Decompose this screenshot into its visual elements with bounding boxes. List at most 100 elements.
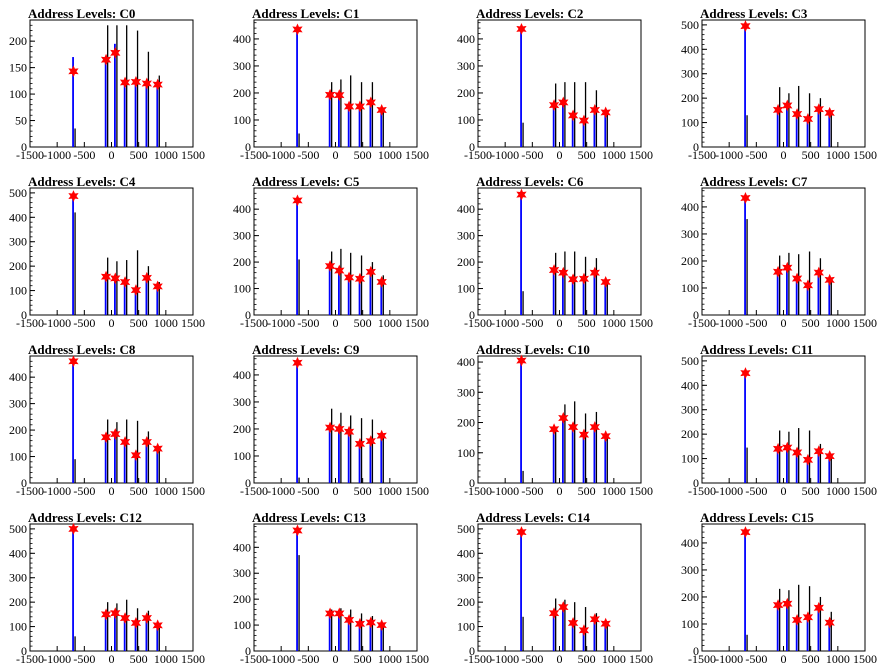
- x-tick-label: 1000: [154, 316, 178, 330]
- peak-marker: [578, 114, 590, 127]
- x-tick-label: -1000: [491, 148, 519, 162]
- y-tick-label: 0: [469, 308, 475, 322]
- peak-marker: [130, 75, 142, 88]
- peak-marker: [772, 103, 784, 116]
- y-tick-label: 400: [457, 32, 475, 46]
- y-tick-label: 50: [15, 114, 27, 128]
- chart-title: Address Levels: C3: [700, 6, 808, 21]
- x-tick-label: 0: [781, 484, 787, 498]
- peak-marker: [110, 272, 121, 285]
- peak-marker: [376, 429, 387, 442]
- y-tick-label: 0: [21, 308, 27, 322]
- x-tick-label: 500: [354, 484, 372, 498]
- peak-marker: [292, 23, 303, 36]
- plot-frame: [29, 355, 194, 484]
- peak-marker: [119, 276, 131, 288]
- x-tick-label: 0: [557, 652, 563, 666]
- plot-frame: [477, 19, 642, 148]
- chart-svg: 0 100 200 300 400 500 -1500 -1000 -500 0 500 1000 15…: [681, 18, 877, 162]
- chart-panel: 0 100 200 300 400 500 -1500 -1000 -500 0 500 1000 15…: [0, 504, 224, 672]
- x-tick-label: 0: [333, 484, 339, 498]
- chart-svg: 0 100 200 300 400 -1500 -1000 -500 0 500 1000 1500: [681, 187, 877, 330]
- peak-marker: [141, 271, 152, 284]
- y-tick-label: 100: [9, 620, 27, 634]
- peak-marker: [813, 266, 824, 279]
- y-tick-label: 500: [457, 522, 475, 536]
- chart-svg: 0 100 200 300 400 -1500 -1000 -500 0 500 1000 1500: [681, 523, 877, 666]
- y-tick-label: 300: [457, 59, 475, 73]
- x-tick-label: -1000: [715, 652, 743, 666]
- peak-marker: [130, 284, 142, 297]
- x-tick-label: 1500: [629, 148, 653, 162]
- y-tick-label: 400: [9, 546, 27, 560]
- x-tick-label: 1500: [853, 484, 877, 498]
- x-tick-label: 1500: [181, 484, 205, 498]
- y-tick-label: 100: [681, 116, 699, 130]
- y-tick-label: 200: [681, 427, 699, 441]
- y-tick-label: 0: [21, 140, 27, 154]
- y-tick-label: 500: [681, 354, 699, 368]
- peak-marker: [589, 104, 600, 116]
- peak-marker: [343, 100, 355, 113]
- x-tick-label: -500: [521, 484, 543, 498]
- peak-marker: [516, 526, 527, 539]
- peak-marker: [802, 279, 814, 292]
- y-tick-label: 0: [245, 644, 251, 658]
- peak-marker: [558, 601, 569, 613]
- chart-panel: 0 100 200 300 400 -1500 -1000 -500 0 500 1000 1500 A…: [224, 168, 448, 336]
- x-tick-label: -1500: [240, 316, 268, 330]
- y-tick-label: 0: [21, 644, 27, 658]
- chart-svg: 0 100 200 300 400 500 -1500 -1000 -500 0 500 1000 15…: [9, 522, 205, 666]
- chart-svg: 0 100 200 300 400 -1500 -1000 -500 0 500 1000 1500: [233, 19, 429, 162]
- peak-marker: [68, 190, 79, 203]
- x-tick-label: 0: [109, 316, 115, 330]
- chart-svg: 0 100 200 300 400 500 -1500 -1000 -500 0 500 1000 15…: [681, 354, 877, 498]
- chart-panel: 0 100 200 300 400 -1500 -1000 -500 0 500 1000 1500 A…: [448, 0, 672, 168]
- x-tick-label: 500: [802, 484, 820, 498]
- chart-svg: 0 50 100 150 200 -1500 -1000 -500 0 500 1000 1500: [9, 19, 205, 162]
- x-tick-label: -500: [73, 484, 95, 498]
- x-tick-label: 0: [333, 316, 339, 330]
- x-tick-label: -1500: [464, 148, 492, 162]
- peak-marker: [68, 522, 79, 535]
- y-tick-label: 100: [9, 450, 27, 464]
- x-tick-label: 0: [781, 316, 787, 330]
- x-tick-label: 1000: [602, 148, 626, 162]
- peak-marker: [334, 607, 345, 620]
- y-tick-label: 200: [233, 255, 251, 269]
- y-tick-label: 100: [233, 282, 251, 296]
- y-tick-label: 400: [233, 202, 251, 216]
- x-tick-label: 1000: [602, 484, 626, 498]
- y-tick-label: 300: [233, 229, 251, 243]
- x-tick-label: -1000: [43, 316, 71, 330]
- peak-marker: [334, 423, 345, 435]
- plot-frame: [253, 187, 418, 316]
- y-tick-label: 100: [681, 452, 699, 466]
- peak-marker: [558, 266, 569, 279]
- peak-marker: [100, 53, 112, 66]
- peak-marker: [100, 270, 112, 283]
- x-tick-label: 500: [354, 316, 372, 330]
- y-tick-label: 100: [457, 113, 475, 127]
- x-tick-label: 500: [354, 652, 372, 666]
- peak-marker: [813, 445, 824, 458]
- chart-panel: 0 100 200 300 400 500 -1500 -1000 -500 0 500 1000 15…: [0, 168, 224, 336]
- peak-marker: [376, 104, 387, 116]
- chart-svg: 0 100 200 300 400 -1500 -1000 -500 0 500 1000 1500: [457, 354, 653, 498]
- y-tick-label: 400: [457, 202, 475, 216]
- y-tick-label: 200: [9, 595, 27, 609]
- peak-marker: [68, 65, 79, 78]
- peak-marker: [813, 601, 824, 614]
- x-tick-label: -1500: [16, 316, 44, 330]
- y-tick-label: 300: [681, 563, 699, 577]
- peak-marker: [824, 450, 835, 463]
- chart-title: Address Levels: C5: [252, 174, 360, 189]
- y-tick-label: 100: [457, 282, 475, 296]
- y-tick-label: 100: [233, 449, 251, 463]
- y-tick-label: 500: [681, 18, 699, 32]
- x-tick-label: -500: [745, 316, 767, 330]
- x-tick-label: 0: [557, 148, 563, 162]
- peak-marker: [152, 280, 163, 293]
- peak-marker: [791, 108, 803, 120]
- x-tick-label: -1500: [16, 652, 44, 666]
